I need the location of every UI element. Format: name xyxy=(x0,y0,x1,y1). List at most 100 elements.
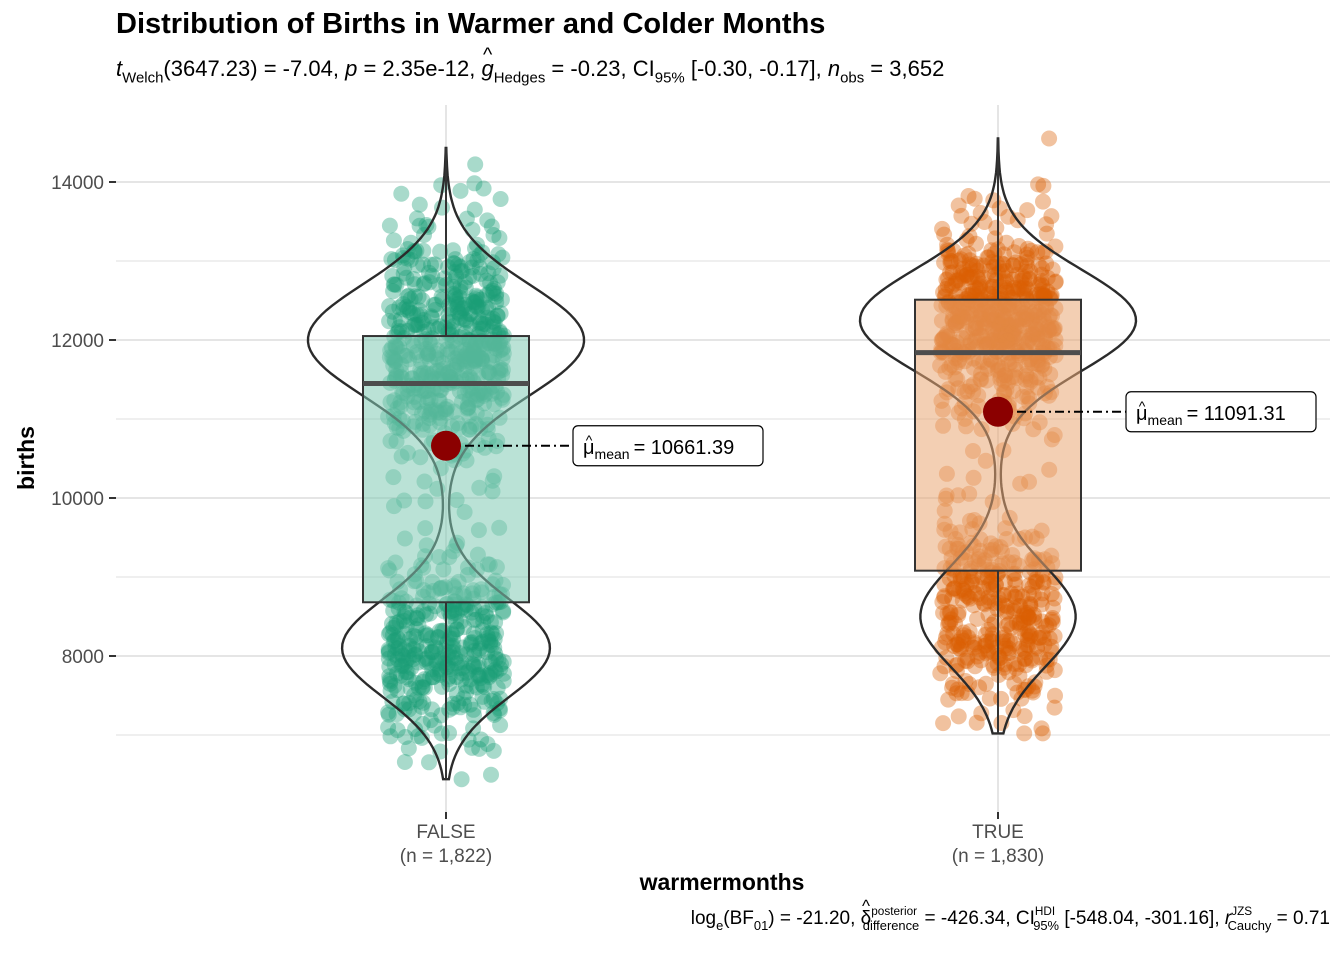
data-point xyxy=(401,695,417,712)
data-point xyxy=(958,576,975,593)
data-point xyxy=(471,315,488,332)
data-point xyxy=(1031,629,1048,646)
data-point xyxy=(960,589,977,606)
data-point xyxy=(950,708,967,725)
data-point xyxy=(950,197,967,214)
data-point xyxy=(407,674,424,691)
data-point xyxy=(464,293,481,309)
data-point xyxy=(1017,644,1034,661)
data-point xyxy=(999,617,1016,634)
data-point xyxy=(402,291,419,308)
data-point xyxy=(1007,254,1024,271)
data-point xyxy=(416,671,433,688)
data-point xyxy=(1023,627,1039,644)
data-point xyxy=(431,623,448,640)
data-point xyxy=(955,632,972,649)
data-point xyxy=(380,626,397,643)
data-point xyxy=(936,588,953,605)
data-point xyxy=(410,288,427,305)
data-point xyxy=(470,642,487,659)
data-point xyxy=(972,285,989,302)
data-point xyxy=(964,285,980,302)
data-point xyxy=(1017,263,1034,280)
data-point xyxy=(980,593,997,610)
data-point xyxy=(386,677,403,694)
data-point xyxy=(382,624,399,641)
subtitle-p-value: = 2.35e-12, xyxy=(363,56,476,81)
data-point xyxy=(414,314,431,331)
data-point xyxy=(419,627,436,644)
data-point xyxy=(474,607,491,624)
data-point xyxy=(425,319,442,336)
data-point xyxy=(942,252,959,269)
data-point xyxy=(980,285,997,302)
data-point xyxy=(420,264,437,281)
data-point xyxy=(449,257,466,274)
data-point xyxy=(402,609,419,626)
data-point xyxy=(984,254,1001,270)
data-point xyxy=(949,636,966,653)
data-point xyxy=(388,617,404,634)
data-point xyxy=(995,274,1012,291)
data-point xyxy=(1035,629,1052,646)
data-point xyxy=(471,740,488,757)
data-point xyxy=(972,278,988,295)
chart-subtitle: tWelch(3647.23) = -7.04, p = 2.35e-12, ^… xyxy=(116,44,944,86)
data-point xyxy=(465,625,482,642)
data-point xyxy=(406,316,423,333)
data-point xyxy=(1039,269,1056,286)
data-point xyxy=(439,656,456,672)
data-point xyxy=(477,316,494,333)
data-point xyxy=(945,581,962,598)
data-point xyxy=(965,282,982,299)
data-point xyxy=(417,625,434,642)
data-point xyxy=(380,643,397,660)
data-point xyxy=(469,299,486,316)
data-point xyxy=(1028,573,1045,590)
data-point xyxy=(1026,609,1043,626)
data-point xyxy=(490,246,507,263)
subtitle-stat-symbol: t xyxy=(116,56,123,81)
data-point xyxy=(991,200,1008,217)
data-point xyxy=(1034,585,1051,602)
data-point xyxy=(466,601,483,617)
data-point xyxy=(964,257,981,274)
data-point xyxy=(457,296,474,313)
data-point xyxy=(380,644,397,661)
data-point xyxy=(455,690,472,707)
data-point xyxy=(491,323,508,339)
caption-ci-symbol: CI xyxy=(1015,908,1035,929)
data-point xyxy=(449,299,466,315)
data-point xyxy=(406,647,423,663)
data-point xyxy=(492,717,509,734)
data-point xyxy=(396,609,413,625)
data-point xyxy=(401,300,418,317)
caption-bf-sub: e xyxy=(716,917,724,933)
data-point xyxy=(469,667,486,683)
data-point xyxy=(393,667,409,684)
data-point xyxy=(1006,600,1023,617)
data-point xyxy=(991,284,1008,301)
data-point xyxy=(445,318,462,334)
data-point xyxy=(461,306,478,323)
data-point xyxy=(405,651,422,668)
data-point xyxy=(396,695,413,712)
data-point xyxy=(386,276,403,293)
data-point xyxy=(1018,280,1035,297)
data-point xyxy=(998,598,1015,615)
data-point xyxy=(395,651,411,668)
data-point xyxy=(385,633,402,650)
data-point xyxy=(415,256,432,273)
data-point xyxy=(402,304,419,321)
data-point xyxy=(1047,687,1063,704)
data-point xyxy=(997,262,1014,279)
data-point xyxy=(953,629,970,646)
data-point xyxy=(936,576,953,593)
data-point xyxy=(1004,271,1021,288)
data-point xyxy=(938,629,954,646)
data-point xyxy=(980,589,997,606)
data-point xyxy=(1012,640,1029,657)
data-point xyxy=(486,631,503,648)
data-point xyxy=(427,638,444,655)
